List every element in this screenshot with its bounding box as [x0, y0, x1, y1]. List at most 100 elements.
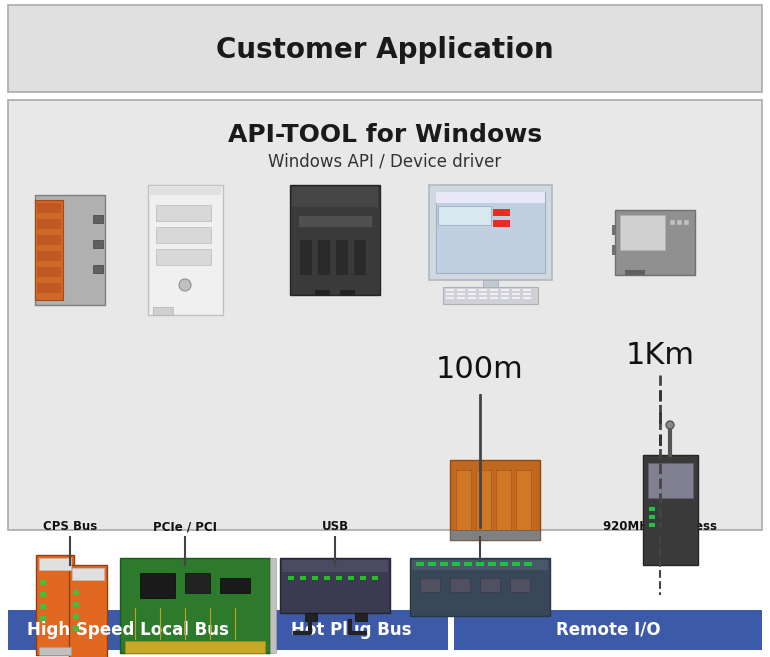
Bar [483, 280, 498, 291]
Text: PCIe / PCI: PCIe / PCI [153, 520, 217, 533]
Bar [270, 558, 276, 653]
Bar [37, 235, 61, 245]
Bar [512, 297, 520, 299]
Bar [420, 578, 440, 592]
Bar [40, 616, 46, 621]
Bar [410, 558, 550, 616]
Bar [450, 530, 540, 540]
Text: CPS Bus: CPS Bus [43, 520, 97, 533]
Bar [677, 220, 682, 225]
Bar [684, 220, 689, 225]
Bar [476, 470, 491, 530]
Bar [512, 562, 520, 566]
Bar [450, 460, 540, 540]
Bar [456, 470, 471, 530]
Bar [73, 626, 79, 631]
Bar [73, 602, 79, 607]
Bar [156, 249, 211, 265]
Bar [493, 209, 510, 216]
Bar [523, 293, 531, 295]
Bar [649, 523, 655, 527]
Bar [298, 215, 372, 227]
Bar [429, 185, 552, 280]
Bar [490, 293, 498, 295]
Bar [436, 192, 545, 203]
Bar [493, 220, 510, 227]
Bar [35, 200, 63, 300]
Bar [452, 562, 460, 566]
Bar [643, 455, 698, 565]
Bar [318, 240, 330, 275]
Bar [490, 289, 498, 291]
Bar [348, 576, 354, 580]
Bar [336, 576, 342, 580]
Bar [360, 576, 366, 580]
Bar [450, 578, 470, 592]
Bar [40, 580, 46, 585]
Bar [501, 297, 509, 299]
Bar [446, 297, 454, 299]
Bar [292, 187, 378, 207]
Bar [40, 604, 46, 609]
Bar [615, 210, 695, 275]
Text: 100m: 100m [436, 355, 524, 384]
Bar [468, 289, 476, 291]
Bar [516, 470, 531, 530]
Bar [412, 560, 548, 570]
Bar [40, 592, 46, 597]
Bar [305, 613, 317, 621]
Text: 1Km: 1Km [625, 340, 695, 369]
Bar [446, 289, 454, 291]
Text: Windows API / Device driver: Windows API / Device driver [269, 153, 501, 171]
Bar [315, 290, 330, 295]
Bar [37, 219, 61, 229]
Bar [156, 205, 211, 221]
Bar [468, 297, 476, 299]
Bar [479, 289, 487, 291]
Bar [480, 578, 500, 592]
Bar [523, 297, 531, 299]
Bar [476, 562, 484, 566]
Bar [454, 610, 762, 650]
Bar [512, 289, 520, 291]
Bar [457, 289, 465, 291]
Bar [93, 265, 103, 273]
Bar [524, 562, 532, 566]
Bar [150, 187, 221, 195]
Bar [620, 215, 665, 250]
Bar [37, 251, 61, 261]
Bar [436, 192, 545, 273]
Bar [354, 240, 366, 275]
Bar [8, 610, 248, 650]
Bar [336, 240, 348, 275]
Bar [372, 576, 378, 580]
Bar [153, 307, 173, 315]
Bar [125, 641, 265, 653]
Bar [612, 225, 615, 235]
Bar [93, 240, 103, 248]
Text: Customer Application: Customer Application [216, 36, 554, 64]
Bar [490, 297, 498, 299]
Bar [488, 562, 496, 566]
Circle shape [666, 421, 674, 429]
Bar [35, 195, 105, 305]
Bar [648, 463, 693, 498]
Bar [340, 290, 355, 295]
Bar [501, 289, 509, 291]
Bar [140, 573, 175, 598]
Bar [523, 289, 531, 291]
Text: Remote I/O: Remote I/O [556, 621, 661, 639]
Bar [37, 203, 61, 213]
Bar [324, 576, 330, 580]
Bar [37, 267, 61, 277]
Bar [446, 293, 454, 295]
Text: High Speed Local Bus: High Speed Local Bus [27, 621, 229, 639]
Bar [512, 293, 520, 295]
Bar [37, 283, 61, 293]
Bar [440, 562, 448, 566]
Bar [468, 293, 476, 295]
Bar [355, 613, 367, 621]
Bar [185, 573, 210, 593]
Bar [510, 578, 530, 592]
Text: USB: USB [321, 520, 349, 533]
